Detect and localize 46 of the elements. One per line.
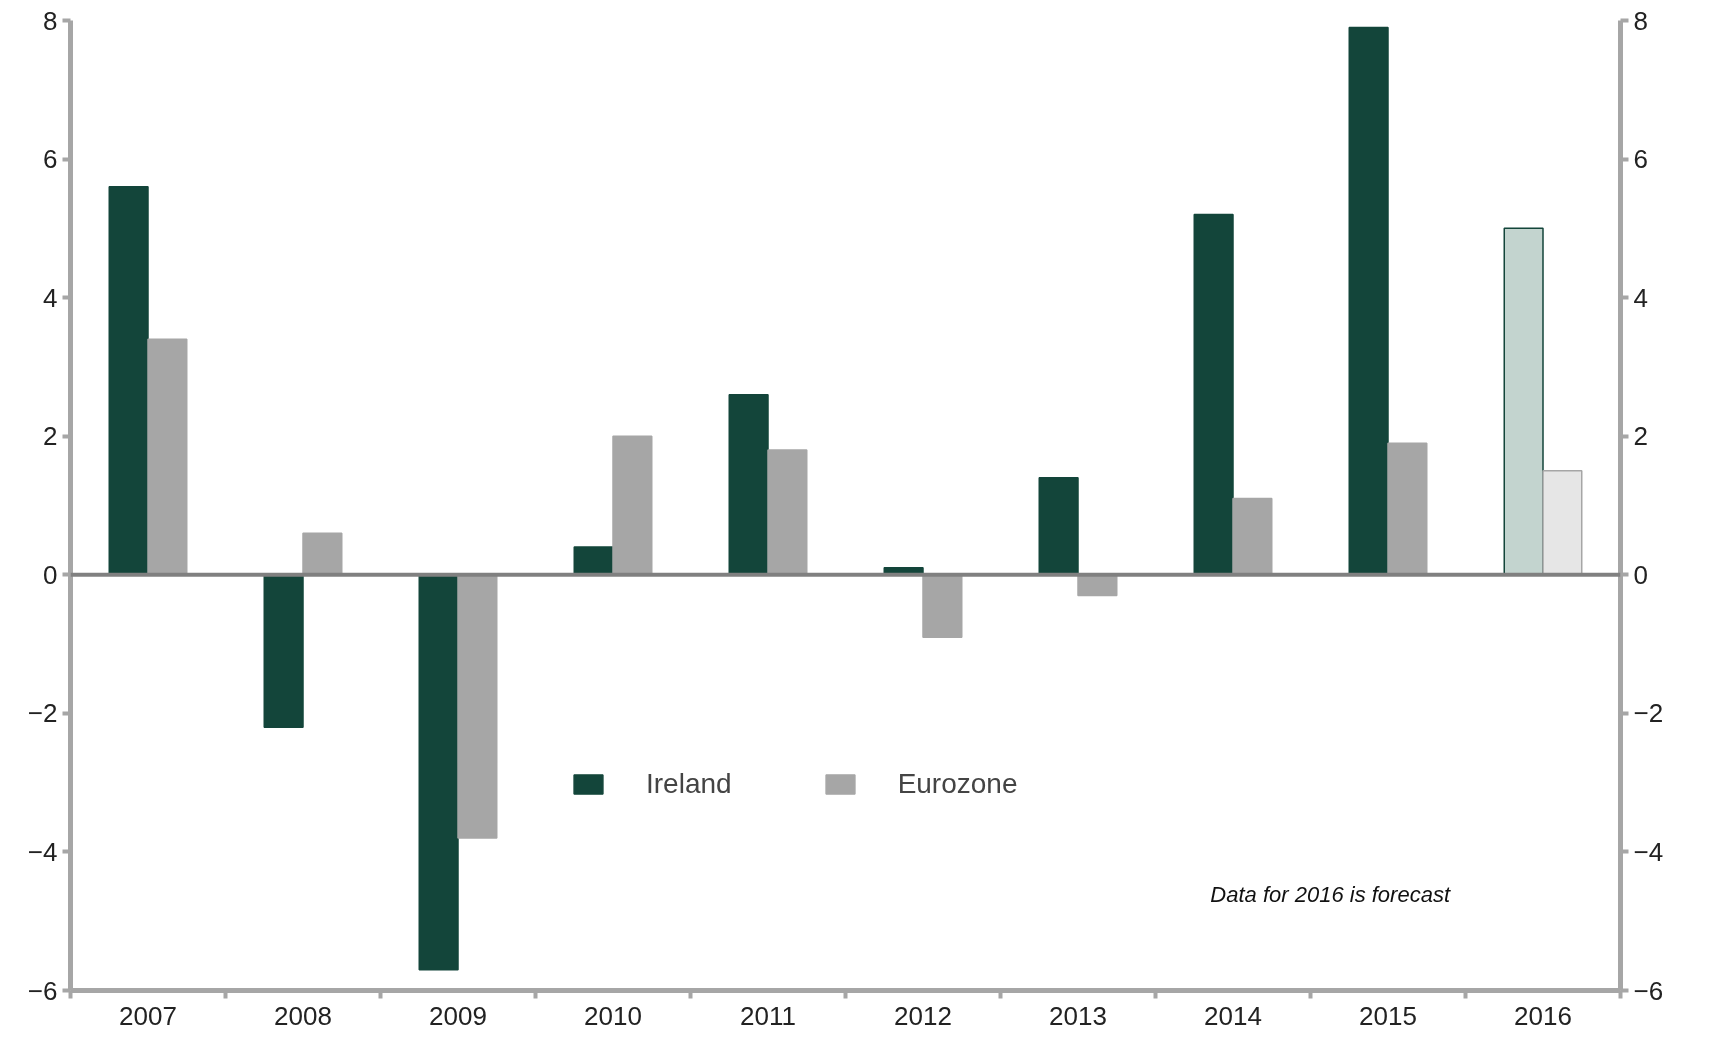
y-tick-label: 0 [43,559,58,590]
y2-tick-label: 2 [1633,421,1648,452]
x-tick-label: 2012 [894,1000,952,1031]
bar [263,574,304,728]
y2-tick-label: 4 [1633,282,1648,313]
y2-tick-label: 0 [1633,559,1648,590]
x-tick-label: 2015 [1359,1000,1417,1031]
x-tick-label: 2013 [1049,1000,1107,1031]
bar [1193,213,1234,576]
y2-tick-label: −4 [1633,836,1664,867]
bar [1542,470,1583,576]
y2-tick-label: −6 [1633,975,1664,1006]
bar [302,532,343,576]
y-tick-label: −6 [27,975,58,1006]
x-tick-label: 2010 [584,1000,642,1031]
bar [147,338,188,576]
bar [728,393,769,576]
annotation: Data for 2016 is forecast [1210,882,1451,908]
y2-tick-label: 8 [1633,5,1648,36]
y-tick-label: 4 [43,282,58,313]
bar [418,574,459,971]
y-tick-label: 6 [43,144,58,175]
bar [108,186,149,576]
x-tick-label: 2008 [274,1000,332,1031]
bar [922,574,963,638]
bar [1232,497,1273,576]
bar [457,574,498,839]
y-tick-label: 2 [43,421,58,452]
y2-tick-label: −2 [1633,698,1664,729]
legend-label: Eurozone [897,768,1018,800]
x-tick-label: 2007 [119,1000,177,1031]
x-tick-label: 2011 [740,1000,796,1031]
bar [1387,442,1428,576]
bar [612,435,653,576]
x-tick-label: 2009 [429,1000,487,1031]
bar [767,449,808,576]
bar [1348,26,1389,576]
bar [1503,227,1544,576]
y-tick-label: 8 [43,5,58,36]
legend-label: Ireland [646,768,732,800]
y2-tick-label: 6 [1633,144,1648,175]
y-tick-label: −4 [27,836,58,867]
bar [1038,477,1079,576]
x-tick-label: 2016 [1514,1000,1572,1031]
x-tick-label: 2014 [1204,1000,1262,1031]
y-tick-label: −2 [27,698,58,729]
